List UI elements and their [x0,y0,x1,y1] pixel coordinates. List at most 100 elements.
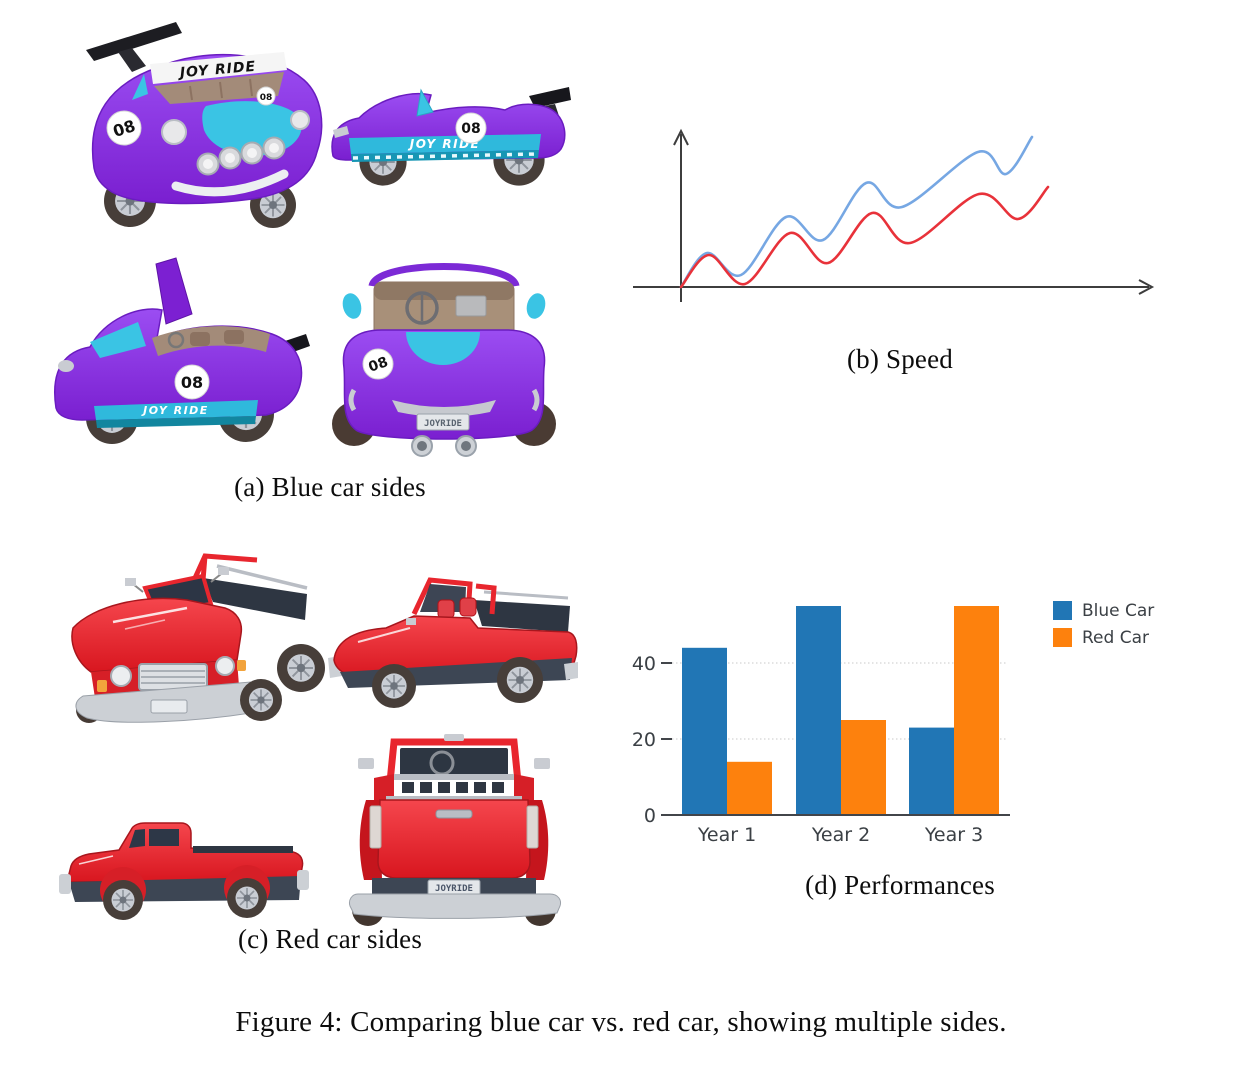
caption-b: (b) Speed [846,344,954,374]
hood-highlight [357,627,411,643]
bar-blue-car-year-3 [909,727,954,815]
bar-blue-car-year-1 [682,647,727,815]
front-bumper [171,169,289,197]
y-tick-label: 0 [644,805,656,827]
roll-cage [386,738,522,783]
blue-car-front-quarter-view: JOY RIDE 08 08 [86,22,323,229]
headlight [215,656,235,676]
rear-bumper [297,870,309,890]
headlight [110,665,132,687]
steering-wheel [405,291,439,325]
exhaust-pipes [411,435,477,457]
mirror [218,567,229,575]
taillight [526,805,539,849]
bed-rail [394,774,514,780]
racing-number: 08 [366,354,390,376]
livery-text: JOY RIDE [141,404,209,417]
legend-label: Red Car [1082,628,1149,648]
roll-bar [475,583,497,615]
bar-red-car-year-1 [727,761,772,815]
livery-stripe [349,134,541,154]
cyan-rear-accent [406,332,480,365]
x-tick-label: Year 2 [811,824,870,846]
rear-spoiler [529,87,571,108]
racing-number: 08 [181,373,203,392]
license-plate [150,699,188,714]
bar-red-car-year-2 [841,720,886,815]
y-tick-label: 20 [632,729,656,751]
front-bumper [59,874,71,894]
cab-window [149,829,179,846]
livery-text: JOY RIDE [408,137,481,151]
rear-bumper [349,893,561,919]
turn-signal [237,660,246,671]
red-truck-rear-view: JOYRIDE [349,734,561,926]
mirror [406,618,416,625]
wheel [371,663,417,709]
taillight [348,388,357,412]
open-door [155,257,193,325]
hood [71,597,243,673]
seat [224,330,244,344]
bed-slots [402,782,504,793]
license-plate-text: JOYRIDE [424,419,462,429]
seat [437,599,455,619]
mirror [125,578,136,586]
license-plate-text: JOYRIDE [435,884,473,894]
truck-bed [474,600,570,632]
x-tick-label: Year 3 [924,824,983,846]
tailgate-handle [435,809,473,819]
headlight [161,119,187,145]
caption-d: (d) Performances [805,870,995,900]
headlight [58,360,74,372]
windshield [90,322,146,358]
axes [633,128,1155,302]
racing-roundel [174,364,210,400]
rally-lights [196,136,286,176]
license-plate [416,413,470,431]
racing-roundel-small [256,86,276,106]
bar-blue-car-year-2 [796,606,841,815]
windshield-banner-text: JOY RIDE [176,59,256,82]
racing-roundel [455,112,487,144]
legend-swatch [1053,601,1072,620]
performance-chart: Year 1 Year 2 Year 3 0 20 40 Blue Car Red Car [632,601,1154,846]
mirror [358,758,374,769]
turn-signal [97,680,107,692]
bumper-trim [392,400,496,417]
blue-car-rear-view: 08 JOYRIDE [332,263,556,457]
wheel [102,879,144,921]
hood-highlight [112,606,188,624]
svg-text:08: 08 [260,93,273,103]
caption-a: (a) Blue car sides [234,472,426,502]
rear-bumper [564,662,578,680]
roll-hoop [368,263,520,288]
speed-line-blue-car [679,135,1034,289]
mirror-fin [132,74,148,100]
legend-swatch [1053,628,1072,647]
red-truck-front-quarter-view [71,553,326,723]
wheel [496,656,544,704]
livery-stripe [94,400,258,420]
wheel [239,678,283,722]
taillight [531,388,540,412]
y-tick-label: 40 [632,653,656,675]
caption-c: (c) Red car sides [237,924,423,954]
windshield [416,88,434,117]
blue-car-side-view: JOY RIDE 08 [331,87,571,187]
headlight [290,110,310,130]
blue-car-open-door-side-view: JOY RIDE 08 [54,257,310,446]
bed-rail [483,590,569,600]
steering-wheel [167,331,185,349]
mirror [534,758,550,769]
console [455,295,487,317]
car-body [342,329,546,440]
racing-roundel [106,110,142,146]
racing-roundel [362,348,394,380]
windshield-banner [150,52,287,84]
taillight [369,805,382,849]
wheel [226,877,268,919]
bar-red-car-year-3 [954,606,999,815]
figure-caption: Figure 4: Comparing blue car vs. red car… [235,1006,1007,1038]
